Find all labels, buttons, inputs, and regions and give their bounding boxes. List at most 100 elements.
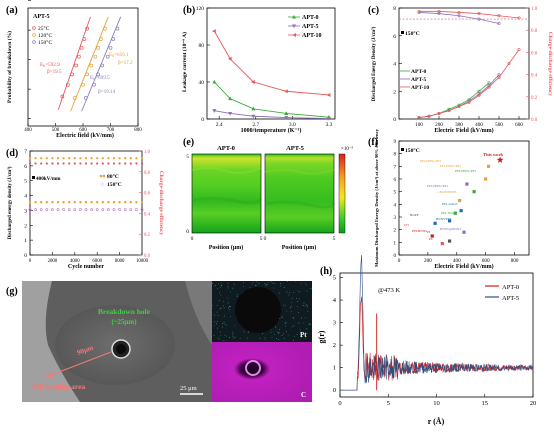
data-point <box>28 208 32 212</box>
panel-d-ylabel2: Charge-discharge efficiency <box>158 171 164 236</box>
data-point <box>417 116 421 120</box>
data-point <box>56 208 60 212</box>
y2-tick-label: 0.2 <box>144 233 151 238</box>
data-point <box>103 26 107 31</box>
series-line <box>214 110 329 119</box>
x-tick-label: 600 <box>79 128 87 133</box>
panel-c-temp: 150°C <box>405 30 420 37</box>
speckle <box>234 324 236 326</box>
legend-label-25c: 25°C <box>38 25 50 32</box>
x-tick-label: 800 <box>511 258 519 264</box>
speckle <box>218 283 219 285</box>
reference-label: PEI-PEEK/PEI <box>427 184 449 188</box>
data-point <box>118 157 121 160</box>
annotation-e-25c: E <box>40 62 43 68</box>
panel-a-xlabel: Electric field (kV/mm) <box>56 132 114 139</box>
legend-label-c-apt5: APT-5 <box>411 77 427 83</box>
data-point <box>326 92 331 97</box>
speckle <box>227 298 229 299</box>
speckle <box>229 305 231 307</box>
reference-label: PEI-PEEK/PEI <box>420 159 442 163</box>
speckle <box>223 307 225 309</box>
data-point <box>73 208 77 212</box>
panel-h-xlabel: r (Å) <box>428 417 445 426</box>
data-point <box>417 10 421 14</box>
panel-e-xlabel-a: Position (μm) <box>209 244 244 251</box>
panel-a-legend: 25°C 120°C 150°C <box>32 25 52 46</box>
annotation-sub-150c: b <box>93 77 95 81</box>
reference-label: PEI <box>404 223 410 227</box>
distance-arrowhead <box>46 372 53 377</box>
panel-a-legend-title: APT-5 <box>33 14 49 20</box>
speckle <box>307 306 309 308</box>
data-point <box>68 201 71 204</box>
speckle <box>224 334 225 336</box>
speckle <box>219 335 221 337</box>
speckle <box>219 338 221 340</box>
speckle <box>222 326 223 328</box>
data-point <box>112 162 116 165</box>
speckle <box>223 322 225 324</box>
speckle <box>279 318 281 319</box>
data-point <box>79 45 84 50</box>
speckle <box>274 333 275 335</box>
speckle <box>278 339 280 340</box>
speckle <box>225 335 227 337</box>
speckle <box>264 283 266 285</box>
y2-tick-label: 1.0 <box>144 150 151 155</box>
data-point <box>453 211 457 215</box>
panel-e: (e) APT-0 APT-5 5 0 0 5 0 5 Position (μm… <box>183 137 353 251</box>
panel-b-ylabel: Leakage current (10⁻⁸ A) <box>181 32 188 92</box>
data-point <box>34 201 37 204</box>
annotation-val-120c: =656.1 <box>114 52 129 58</box>
data-point <box>430 234 434 238</box>
speckle <box>295 281 297 283</box>
data-point <box>96 45 100 50</box>
speckle <box>232 332 234 334</box>
y-tick-label: 8 <box>394 153 397 158</box>
speckle <box>217 315 219 317</box>
data-point <box>459 209 463 213</box>
speckle <box>293 325 295 327</box>
data-point <box>124 162 127 165</box>
speckle <box>309 323 310 324</box>
panel-c-temp-marker <box>401 31 404 34</box>
y-tick-label: 120 <box>196 6 205 12</box>
distance-arrow <box>45 351 112 378</box>
data-point <box>96 162 99 165</box>
reference-label: c-BCB/BNNS <box>437 190 457 194</box>
speckle <box>266 284 268 285</box>
panel-e-letter: (e) <box>183 137 194 148</box>
y2-tick-label: 0.8 <box>531 29 538 34</box>
sem-bright-region <box>22 281 80 402</box>
panel-f-frame <box>398 140 530 256</box>
data-point <box>437 12 441 16</box>
data-point <box>517 48 521 52</box>
legend-marker-80c <box>99 174 103 178</box>
annotation-beta-120c: β=17.2 <box>118 60 133 66</box>
speckle <box>217 288 218 290</box>
annotation-val-25c: =592.9 <box>45 62 60 68</box>
data-point <box>457 105 461 109</box>
data-point <box>118 201 121 204</box>
legend-marker-apt10 <box>292 33 296 37</box>
data-point <box>90 201 93 204</box>
speckle <box>226 324 228 326</box>
panel-f-temp: 150°C <box>405 147 420 154</box>
data-point <box>477 89 481 93</box>
speckle <box>213 334 215 336</box>
speckle <box>290 307 291 309</box>
speckle <box>230 291 232 293</box>
data-point <box>458 198 462 203</box>
scale-bar-label: 25 μm <box>180 385 197 392</box>
data-point <box>60 94 65 99</box>
data-point <box>477 93 481 97</box>
speckle <box>306 328 308 330</box>
speckle <box>297 306 298 307</box>
speckle <box>252 282 254 284</box>
series-line <box>418 12 500 24</box>
x-tick-label: 500 <box>495 122 503 128</box>
data-point <box>81 82 85 87</box>
heatmap-xtick-5b: 5 <box>333 236 336 242</box>
panel-c-ylabel: Discharged Energy Density (J/cm³) <box>371 26 377 101</box>
